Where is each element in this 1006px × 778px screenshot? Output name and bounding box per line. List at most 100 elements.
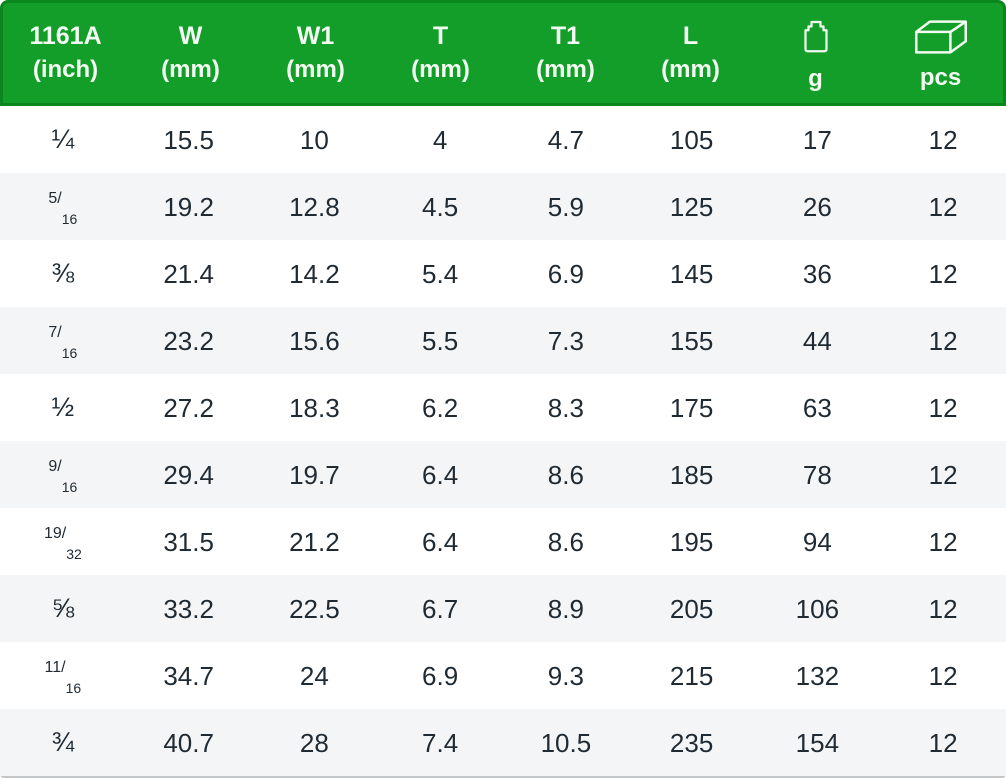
pcs-cell: 12 <box>928 459 958 490</box>
w-cell: 31.5 <box>163 526 214 557</box>
t1-cell: 9.3 <box>547 660 584 691</box>
g-cell: 154 <box>795 727 840 758</box>
t1-cell: 10.5 <box>540 727 592 758</box>
t-cell: 7.4 <box>422 727 459 758</box>
g-cell: 36 <box>802 258 832 289</box>
header-l-unit: (mm) <box>661 56 720 83</box>
g-cell: 94 <box>802 526 832 557</box>
w1-cell: 28 <box>299 727 329 758</box>
header-w-label: W <box>178 22 203 50</box>
pcs-cell: 12 <box>928 325 958 356</box>
g-cell: 132 <box>795 660 840 691</box>
header-col-weight: g <box>753 3 878 103</box>
size-fraction: ½ <box>51 392 75 422</box>
header-w1-unit: (mm) <box>286 56 345 83</box>
t1-cell: 7.3 <box>547 325 584 356</box>
table-row: ¼ 15.5 10 4 4.7 105 17 12 <box>0 106 1006 173</box>
l-cell: 205 <box>669 593 714 624</box>
header-t1-unit: (mm) <box>536 56 595 83</box>
header-col-size: 1161A (inch) <box>3 3 128 103</box>
size-cell: ⅝ <box>0 575 126 642</box>
header-w1-label: W1 <box>296 22 335 50</box>
header-t-unit: (mm) <box>411 56 470 83</box>
t-cell: 5.4 <box>422 258 459 289</box>
size-cell: ¼ <box>0 106 126 173</box>
t1-cell: 8.6 <box>547 459 584 490</box>
pcs-cell: 12 <box>928 660 958 691</box>
w1-cell: 24 <box>299 660 329 691</box>
w1-cell: 10 <box>299 124 329 155</box>
t-cell: 5.5 <box>422 325 459 356</box>
header-col-pcs: pcs <box>878 3 1003 103</box>
pcs-cell: 12 <box>928 727 958 758</box>
l-cell: 125 <box>669 191 714 222</box>
l-cell: 145 <box>669 258 714 289</box>
size-cell: 11/16 <box>0 642 126 709</box>
size-fraction: 9/16 <box>48 458 78 495</box>
t-cell: 6.2 <box>422 392 459 423</box>
size-cell: ¾ <box>0 709 126 776</box>
l-cell: 235 <box>669 727 714 758</box>
w-cell: 33.2 <box>163 593 214 624</box>
w1-cell: 19.7 <box>289 459 340 490</box>
size-fraction: 5/16 <box>48 190 78 227</box>
header-col-t1: T1 (mm) <box>503 3 628 103</box>
size-fraction: 19/32 <box>43 525 82 562</box>
package-icon <box>912 17 970 57</box>
t-cell: 6.9 <box>422 660 459 691</box>
size-cell: ⅜ <box>0 240 126 307</box>
t1-cell: 8.6 <box>547 526 584 557</box>
size-cell: 19/32 <box>0 508 126 575</box>
t-cell: 6.7 <box>422 593 459 624</box>
w-cell: 19.2 <box>163 191 214 222</box>
header-size-model: 1161A <box>29 22 102 50</box>
t1-cell: 8.9 <box>547 593 584 624</box>
pcs-cell: 12 <box>928 258 958 289</box>
weight-icon <box>798 16 834 58</box>
t1-cell: 8.3 <box>547 392 584 423</box>
g-cell: 106 <box>795 593 840 624</box>
l-cell: 215 <box>669 660 714 691</box>
size-fraction: 11/16 <box>44 659 82 696</box>
g-cell: 78 <box>802 459 832 490</box>
pcs-cell: 12 <box>928 191 958 222</box>
w1-cell: 14.2 <box>289 258 340 289</box>
header-col-l: L (mm) <box>628 3 753 103</box>
table-row: 7/16 23.2 15.6 5.5 7.3 155 44 12 <box>0 307 1006 374</box>
w-cell: 29.4 <box>163 459 214 490</box>
l-cell: 185 <box>669 459 714 490</box>
header-weight-unit: g <box>808 64 823 92</box>
g-cell: 63 <box>802 392 832 423</box>
header-size-unit: (inch) <box>32 56 99 83</box>
l-cell: 155 <box>669 325 714 356</box>
table-row: 19/32 31.5 21.2 6.4 8.6 195 94 12 <box>0 508 1006 575</box>
table-row: ½ 27.2 18.3 6.2 8.3 175 63 12 <box>0 374 1006 441</box>
table-row: 9/16 29.4 19.7 6.4 8.6 185 78 12 <box>0 441 1006 508</box>
size-fraction: ⅝ <box>51 593 75 623</box>
t-cell: 6.4 <box>422 526 459 557</box>
t-cell: 6.4 <box>422 459 459 490</box>
w1-cell: 22.5 <box>289 593 340 624</box>
w-cell: 23.2 <box>163 325 214 356</box>
t1-cell: 4.7 <box>547 124 584 155</box>
g-cell: 17 <box>802 124 832 155</box>
header-t1-label: T1 <box>550 22 581 50</box>
l-cell: 105 <box>669 124 714 155</box>
pcs-cell: 12 <box>928 124 958 155</box>
w-cell: 40.7 <box>163 727 214 758</box>
header-col-w: W (mm) <box>128 3 253 103</box>
w-cell: 34.7 <box>163 660 214 691</box>
g-cell: 26 <box>802 191 832 222</box>
pcs-cell: 12 <box>928 392 958 423</box>
table-row: 11/16 34.7 24 6.9 9.3 215 132 12 <box>0 642 1006 709</box>
w-cell: 21.4 <box>163 258 214 289</box>
table-row: ⅝ 33.2 22.5 6.7 8.9 205 106 12 <box>0 575 1006 642</box>
header-pcs-unit: pcs <box>919 63 962 91</box>
w1-cell: 21.2 <box>289 526 340 557</box>
size-fraction: ¾ <box>51 727 75 757</box>
header-col-w1: W1 (mm) <box>253 3 378 103</box>
table-row: 5/16 19.2 12.8 4.5 5.9 125 26 12 <box>0 173 1006 240</box>
header-col-t: T (mm) <box>378 3 503 103</box>
